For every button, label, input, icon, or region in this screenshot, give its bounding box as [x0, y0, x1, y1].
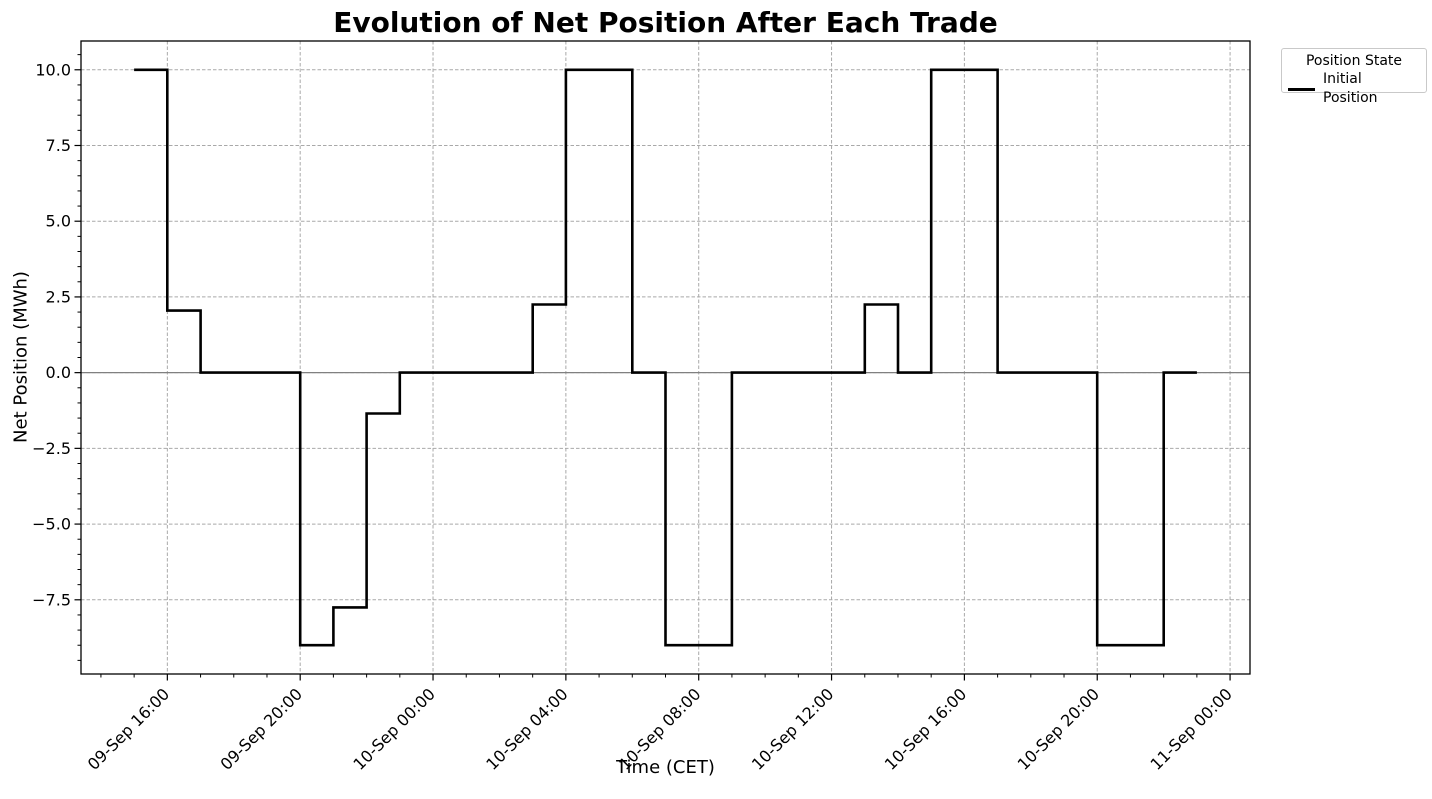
x-axis-label: Time (CET) [616, 757, 715, 778]
y-tick-label: 0.0 [46, 363, 71, 382]
y-tick-label: 7.5 [46, 136, 71, 155]
y-tick-label: 5.0 [46, 212, 71, 231]
legend-entry-label: Initial Position [1323, 71, 1378, 106]
chart-title: Evolution of Net Position After Each Tra… [333, 6, 998, 39]
legend: Position State Initial Position [1281, 48, 1427, 106]
y-tick-label: 2.5 [46, 287, 71, 306]
legend-title: Position State [1305, 53, 1403, 69]
y-tick-label: −5.0 [32, 515, 71, 534]
y-tick-label: −2.5 [32, 439, 71, 458]
y-tick-label: 10.0 [35, 60, 71, 79]
legend-entry: Initial Position [1288, 70, 1420, 108]
legend-line-swatch [1288, 87, 1315, 91]
y-tick-label: −7.5 [32, 590, 71, 609]
net-position-step-line [134, 68, 1197, 647]
y-axis-label: Net Position (MWh) [10, 271, 32, 443]
